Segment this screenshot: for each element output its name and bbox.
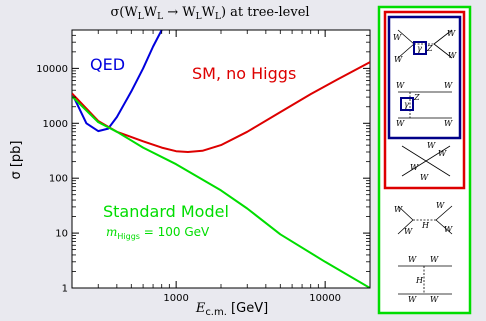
diagram-particle-label: W	[394, 205, 403, 214]
y-tick-label: 10	[55, 229, 68, 240]
diagram-t-channel-gamma-z	[398, 91, 452, 119]
diagram-particle-label: W	[410, 163, 419, 172]
diagram-particle-label: W	[447, 29, 456, 38]
diagram-particle-label: W	[427, 141, 436, 150]
y-tick-label: 1000	[43, 119, 68, 130]
diagram-particle-label: W	[396, 81, 405, 90]
diagram-particle-label: W	[394, 55, 403, 64]
diagram-particle-label: H	[421, 221, 430, 230]
diagram-particle-label: W	[404, 227, 413, 236]
y-tick-label: 100	[49, 174, 68, 185]
diagram-particle-label: W	[444, 81, 453, 90]
diagram-particle-label: W	[448, 51, 457, 60]
y-tick-label: 10000	[36, 64, 68, 75]
diagram-frame-blue	[387, 15, 462, 140]
diagram-particle-label: W	[420, 173, 429, 182]
plot-area	[71, 29, 371, 289]
diagram-particle-label: W	[396, 119, 405, 128]
diagram-particle-label: H	[415, 276, 424, 285]
diagram-particle-label: Z	[426, 44, 433, 53]
diagram-s-channel-higgs	[397, 205, 453, 235]
diagram-particle-label: W	[393, 33, 402, 42]
diagram-particle-label: W	[436, 201, 445, 210]
diagram-particle-label: W	[408, 255, 417, 264]
annotation-qed: QED	[90, 55, 125, 74]
diagram-particle-label: γ	[417, 44, 422, 53]
diagram-s-channel-gamma-z	[397, 29, 453, 59]
series-line-0	[72, 30, 163, 133]
annotation-higgs-mass: mHiggs = 100 GeV	[106, 225, 210, 241]
diagram-particle-label: γ	[404, 100, 409, 109]
diagram-frame-red	[383, 10, 466, 190]
diagram-contact	[401, 145, 451, 177]
annotation-standard-model: Standard Model	[103, 202, 229, 221]
x-tick-label: 1000	[163, 293, 188, 304]
annotation-sm-no-higgs: SM, no Higgs	[192, 64, 296, 83]
x-tick-label: 10000	[309, 293, 341, 304]
diagram-particle-label: Z	[413, 93, 420, 102]
series-line-2	[72, 95, 370, 288]
diagram-particle-label: W	[430, 295, 439, 304]
diagram-particle-label: W	[408, 295, 417, 304]
y-tick-label: 1	[62, 284, 68, 295]
series-group	[72, 30, 370, 288]
diagram-particle-label: W	[444, 225, 453, 234]
diagram-particle-label: W	[430, 255, 439, 264]
diagram-t-channel-higgs	[398, 265, 452, 295]
axis-ticks: 1 10 100 1000 10000 1000 10000	[36, 29, 371, 304]
y-axis-label: σ [pb]	[9, 140, 24, 179]
x-axis-label: Ec.m. [GeV]	[195, 301, 268, 318]
chart-title: σ(WLWL → WLWL) at tree-level	[110, 5, 309, 22]
diagram-particle-label: W	[444, 119, 453, 128]
diagram-particle-label: W	[438, 149, 447, 158]
